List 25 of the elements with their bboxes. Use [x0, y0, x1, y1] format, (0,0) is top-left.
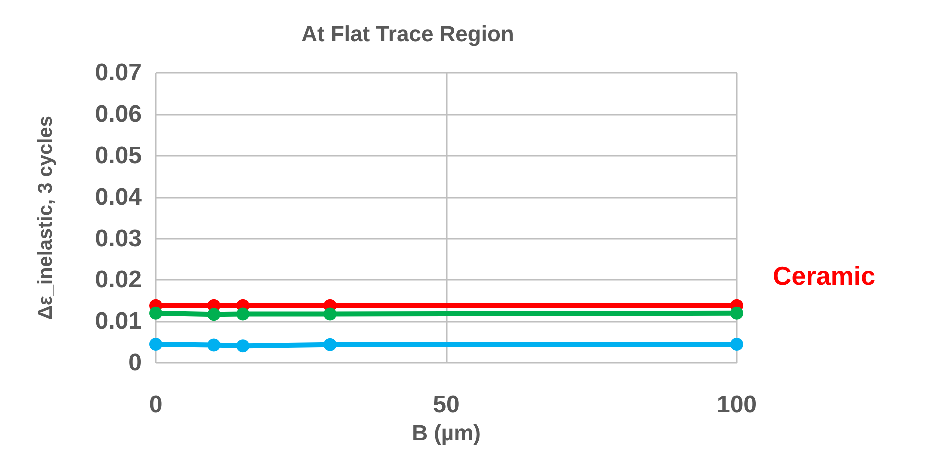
y-tick-label: 0.04	[95, 184, 143, 211]
point	[236, 340, 250, 353]
x-axis-title: B (µm)	[412, 420, 481, 446]
x-tick-label: 0	[149, 392, 163, 419]
point	[324, 338, 337, 352]
y-tick-label: 0.06	[95, 100, 142, 128]
point	[208, 308, 221, 322]
point	[150, 338, 162, 351]
x-tick-label: 50	[433, 392, 460, 419]
x-tick-label: 100	[716, 392, 758, 419]
y-tick-label: 0.07	[95, 60, 142, 86]
y-tick-label: 0.02	[95, 266, 142, 294]
y-axis-title: Δε_inelastic, 3 cycles	[35, 116, 57, 320]
point	[730, 338, 744, 351]
chart-title: At Flat Trace Region	[302, 22, 514, 46]
point	[730, 306, 744, 320]
y-tick-label: 0	[128, 350, 142, 377]
y-tick-label: 0.03	[95, 225, 142, 252]
point	[236, 308, 250, 321]
point	[208, 338, 221, 352]
y-tick-label: 0.05	[95, 142, 142, 170]
series-label: Ceramic	[773, 260, 876, 291]
y-tick-label: 0.01	[95, 308, 142, 336]
point	[150, 306, 162, 320]
point	[324, 308, 337, 321]
